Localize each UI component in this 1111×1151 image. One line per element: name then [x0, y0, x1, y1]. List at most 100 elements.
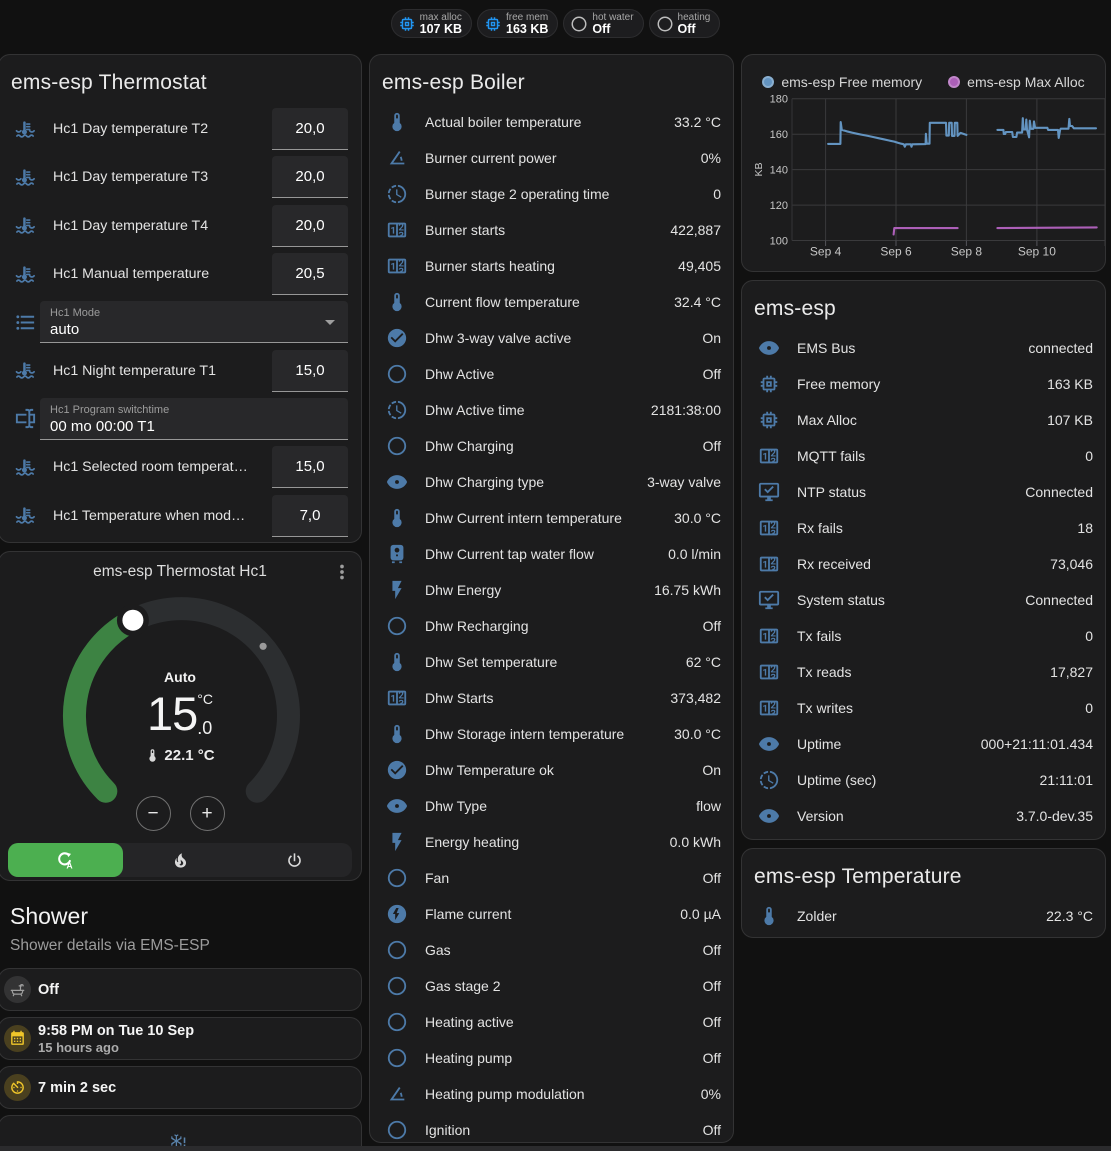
fire-icon [174, 852, 186, 868]
tile-card[interactable]: Off [0, 968, 362, 1011]
number-input[interactable]: 20,0 [272, 204, 348, 247]
entity-row[interactable]: Rx fails 18 [742, 510, 1105, 546]
badge-heating[interactable]: heating Off [648, 9, 721, 38]
number-input[interactable]: 15,0 [272, 349, 348, 392]
entity-row[interactable]: Dhw Active Off [370, 356, 733, 392]
entity-row[interactable]: Burner stage 2 operating time 0 [370, 176, 733, 212]
entity-row[interactable]: Current flow temperature 32.4 °C [370, 284, 733, 320]
entity-row[interactable]: Rx received 73,046 [742, 546, 1105, 582]
entity-row[interactable]: Burner starts heating 49,405 [370, 248, 733, 284]
entity-row[interactable]: System status Connected [742, 582, 1105, 618]
eye-icon [386, 799, 408, 813]
entity-name: Flame current [425, 906, 512, 922]
entity-row[interactable]: Actual boiler temperature 33.2 °C [370, 104, 733, 140]
entity-row[interactable]: Dhw Charging type 3-way valve [370, 464, 733, 500]
entity-row[interactable]: Heating pump modulation 0% [370, 1076, 733, 1112]
dial-handle[interactable] [122, 609, 144, 631]
entity-row[interactable]: Heating pump Off [370, 1040, 733, 1076]
entity-icon-wrap [386, 903, 408, 925]
number-input[interactable]: 20,5 [272, 253, 348, 296]
entity-row[interactable]: MQTT fails 0 [742, 438, 1105, 474]
memory-icon [760, 411, 778, 429]
tile-card[interactable]: 9:58 PM on Tue 10 Sep 15 hours ago [0, 1017, 362, 1060]
form-textbox-icon [15, 409, 36, 429]
tile-primary-text: 9:58 PM on Tue 10 Sep [38, 1022, 195, 1039]
entity-row[interactable]: Dhw Energy 16.75 kWh [370, 572, 733, 608]
badge-free-mem[interactable]: free mem 163 KB [477, 9, 559, 38]
entity-row[interactable]: Tx writes 0 [742, 690, 1105, 726]
more-options-icon[interactable] [331, 561, 353, 583]
number-input[interactable]: 7,0 [272, 494, 348, 537]
number-input[interactable]: 20,0 [272, 156, 348, 199]
entity-row[interactable]: Ignition Off [370, 1112, 733, 1148]
entity-row[interactable]: Dhw Type flow [370, 788, 733, 824]
entity-row[interactable]: Dhw Current intern temperature 30.0 °C [370, 500, 733, 536]
hvac-mode-auto-button[interactable]: A [8, 843, 123, 877]
entity-row[interactable]: Zolder 22.3 °C [742, 898, 1105, 934]
entity-row[interactable]: Heating active Off [370, 1004, 733, 1040]
legend-item[interactable]: ems-esp Max Alloc [948, 74, 1085, 90]
thermometer-water-icon [15, 120, 35, 138]
entity-row[interactable]: Max Alloc 107 KB [742, 402, 1105, 438]
tile-icon-circle [4, 1074, 31, 1101]
entity-row[interactable]: Dhw Current tap water flow 0.0 l/min [370, 536, 733, 572]
entity-row[interactable]: Uptime (sec) 21:11:01 [742, 762, 1105, 798]
entity-name: Uptime (sec) [797, 772, 877, 788]
entity-value: Off [702, 1050, 721, 1066]
increase-temperature-button[interactable]: + [189, 796, 225, 831]
entity-row[interactable]: Dhw Temperature ok On [370, 752, 733, 788]
thermostat-dial[interactable] [0, 552, 361, 882]
entity-name: MQTT fails [797, 448, 866, 464]
entity-row[interactable]: Dhw Starts 373,482 [370, 680, 733, 716]
legend-label: ems-esp Max Alloc [967, 74, 1085, 90]
entity-row[interactable]: Tx reads 17,827 [742, 654, 1105, 690]
entity-name: Ignition [425, 1122, 471, 1138]
entity-row[interactable]: Flame current 0.0 µA [370, 896, 733, 932]
entity-value: 0.0 l/min [668, 546, 721, 562]
refresh-auto-icon: A [58, 851, 73, 870]
entity-row[interactable]: Fan Off [370, 860, 733, 896]
entity-name: Hc1 Selected room temperat… [53, 459, 248, 476]
number-input[interactable]: 15,0 [272, 446, 348, 489]
entity-icon-wrap [386, 867, 408, 889]
select-input[interactable]: Hc1 Mode auto [40, 301, 348, 344]
decrease-temperature-button[interactable]: − [135, 796, 171, 831]
tile-card[interactable] [0, 1115, 362, 1151]
entity-name: NTP status [797, 484, 866, 500]
entity-row[interactable]: Dhw Active time 2181:38:00 [370, 392, 733, 428]
hvac-mode-off-button[interactable] [237, 843, 352, 877]
entity-row[interactable]: NTP status Connected [742, 474, 1105, 510]
badge-max-alloc[interactable]: max alloc 107 KB [390, 9, 473, 38]
entity-row[interactable]: Dhw Storage intern temperature 30.0 °C [370, 716, 733, 752]
entity-row[interactable]: Burner starts 422,887 [370, 212, 733, 248]
column-left: ems-esp Thermostat Hc1 Day temperature T… [0, 54, 362, 1151]
entity-name: Rx fails [797, 520, 843, 536]
entity-value: 62 °C [685, 654, 721, 670]
entity-row[interactable]: Dhw Set temperature 62 °C [370, 644, 733, 680]
entity-row[interactable]: EMS Bus connected [742, 330, 1105, 366]
entity-icon-wrap [758, 553, 780, 575]
flash-icon [392, 580, 402, 600]
entity-row[interactable]: Version 3.7.0-dev.35 [742, 798, 1105, 834]
entity-row[interactable]: Energy heating 0.0 kWh [370, 824, 733, 860]
thermometer-icon [392, 724, 402, 744]
entity-row[interactable]: Tx fails 0 [742, 618, 1105, 654]
entity-row[interactable]: Dhw Recharging Off [370, 608, 733, 644]
text-input[interactable]: Hc1 Program switchtime 00 mo 00:00 T1 [40, 397, 348, 440]
entity-row[interactable]: Burner current power 0% [370, 140, 733, 176]
entity-row[interactable]: Uptime 000+21:11:01.434 [742, 726, 1105, 762]
entity-value: 22.3 °C [1046, 908, 1093, 924]
number-input[interactable]: 20,0 [272, 108, 348, 151]
entity-row: Hc1 Night temperature T1 15,0 [0, 346, 361, 394]
entity-name: Zolder [797, 908, 837, 924]
entity-row[interactable]: Dhw 3-way valve active On [370, 320, 733, 356]
badge-hot-water[interactable]: hot water Off [563, 9, 644, 38]
tile-card[interactable]: 7 min 2 sec [0, 1066, 362, 1109]
entity-row[interactable]: Free memory 163 KB [742, 366, 1105, 402]
hvac-mode-heat-button[interactable] [123, 843, 238, 877]
entity-row[interactable]: Dhw Charging Off [370, 428, 733, 464]
entity-name: Dhw Set temperature [425, 654, 558, 670]
legend-item[interactable]: ems-esp Free memory [762, 74, 922, 90]
entity-row[interactable]: Gas stage 2 Off [370, 968, 733, 1004]
entity-row[interactable]: Gas Off [370, 932, 733, 968]
